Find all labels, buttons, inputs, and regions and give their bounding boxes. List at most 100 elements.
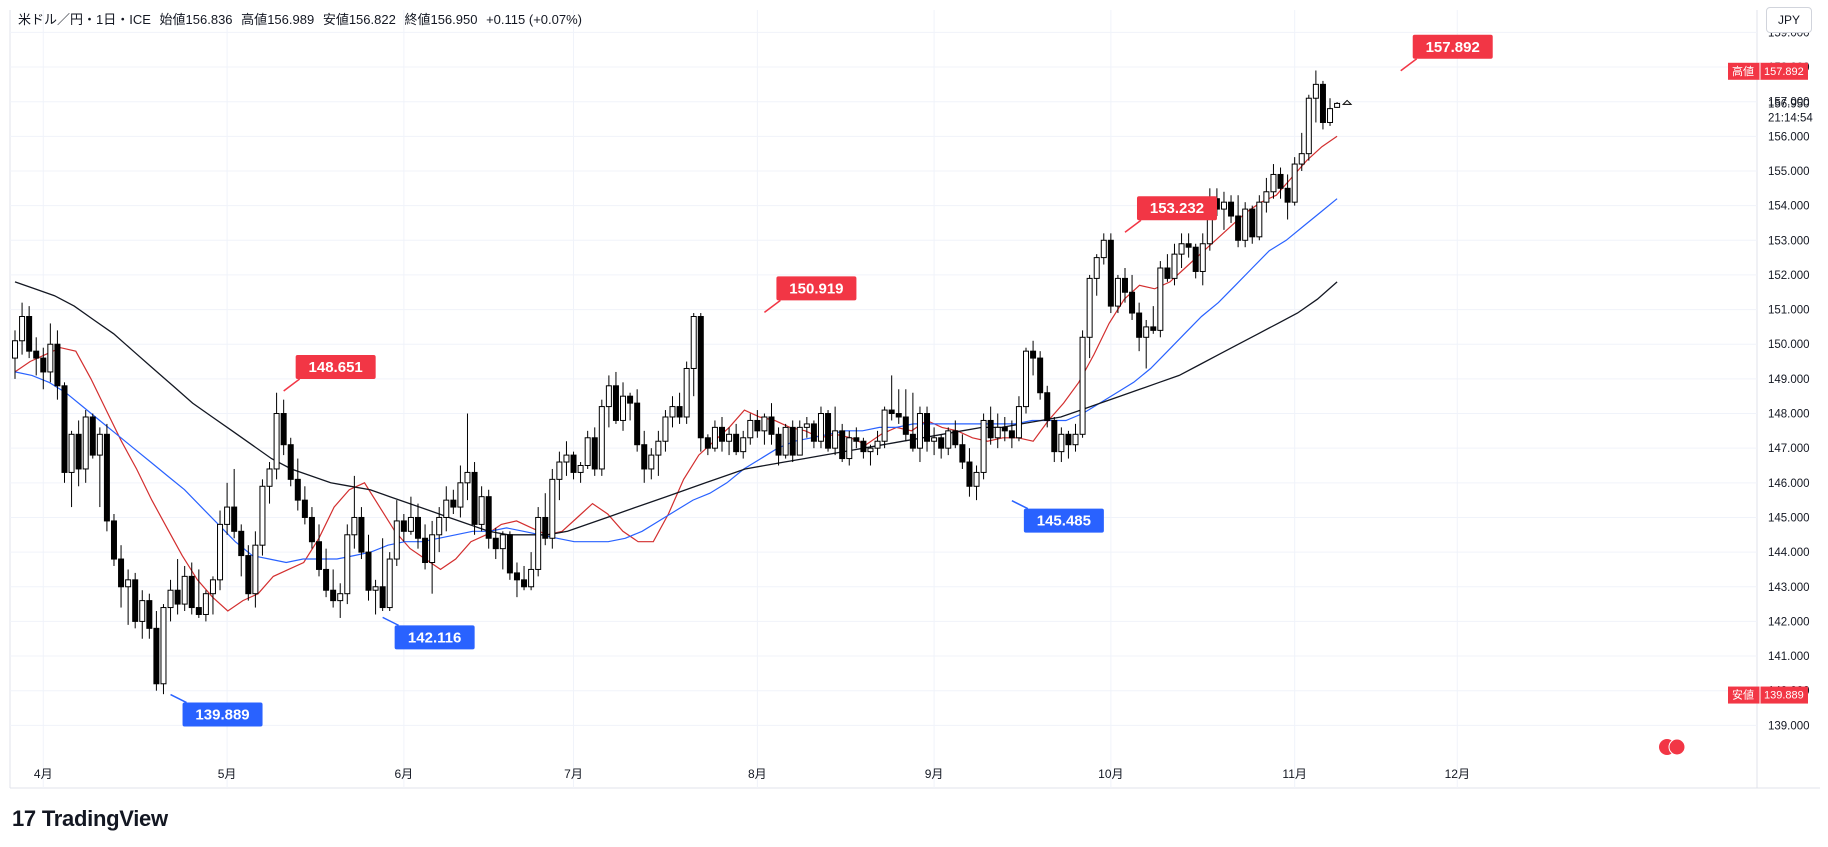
candle-down[interactable]: [938, 437, 945, 449]
candle-up[interactable]: [980, 419, 987, 473]
candle-down[interactable]: [987, 419, 994, 439]
candle-up[interactable]: [125, 579, 132, 588]
candle-up[interactable]: [47, 343, 54, 373]
candle-up[interactable]: [994, 426, 1001, 439]
candle-down[interactable]: [89, 416, 96, 456]
candle-down[interactable]: [1051, 419, 1058, 453]
candle-up[interactable]: [407, 516, 414, 532]
candle-down[interactable]: [174, 589, 181, 605]
candle-up[interactable]: [1256, 201, 1263, 238]
candle-up[interactable]: [1100, 239, 1107, 259]
candle-down[interactable]: [1284, 187, 1291, 203]
candle-up[interactable]: [711, 426, 718, 449]
symbol-name[interactable]: 米ドル／円・1日・ICE: [18, 12, 151, 27]
candle-up[interactable]: [167, 589, 174, 609]
candle-up[interactable]: [598, 406, 605, 470]
candle-up[interactable]: [1157, 267, 1164, 331]
candle-down[interactable]: [627, 395, 634, 404]
candle-up[interactable]: [740, 437, 747, 453]
candle-down[interactable]: [853, 437, 860, 442]
candle-down[interactable]: [231, 506, 238, 532]
candle-up[interactable]: [1171, 253, 1178, 279]
candle-up[interactable]: [386, 558, 393, 609]
candle-down[interactable]: [294, 478, 301, 501]
candle-up[interactable]: [19, 316, 26, 342]
candle-down[interactable]: [839, 430, 846, 460]
candle-up[interactable]: [1291, 163, 1298, 203]
candle-down[interactable]: [54, 343, 61, 387]
candle-down[interactable]: [513, 572, 520, 581]
candle-down[interactable]: [358, 516, 365, 553]
candle-up[interactable]: [160, 607, 167, 685]
candle-up[interactable]: [1305, 97, 1312, 155]
tradingview-logo[interactable]: 17 TradingView: [12, 806, 168, 832]
candle-up[interactable]: [874, 440, 881, 449]
candle-up[interactable]: [916, 413, 923, 449]
candle-down[interactable]: [1228, 201, 1235, 217]
candle-down[interactable]: [1192, 246, 1199, 272]
candle-down[interactable]: [789, 426, 796, 456]
candle-down[interactable]: [521, 579, 528, 588]
candle-up[interactable]: [1199, 243, 1206, 272]
low-callout-box[interactable]: [1023, 508, 1104, 533]
candle-down[interactable]: [195, 607, 202, 615]
candle-down[interactable]: [775, 433, 782, 456]
candle-down[interactable]: [641, 444, 648, 470]
candle-down[interactable]: [895, 413, 902, 418]
candle-up[interactable]: [945, 430, 952, 449]
alert-bell-icon[interactable]: [1341, 99, 1353, 105]
candle-up[interactable]: [846, 437, 853, 460]
candle-up[interactable]: [1086, 277, 1093, 338]
candle-down[interactable]: [287, 444, 294, 480]
candle-down[interactable]: [1065, 433, 1072, 446]
candle-up[interactable]: [1023, 350, 1030, 408]
candle-up[interactable]: [1312, 83, 1319, 99]
candle-down[interactable]: [365, 551, 372, 591]
us-event-flag-icon[interactable]: [1668, 738, 1686, 756]
candle-up[interactable]: [620, 395, 627, 421]
candle-down[interactable]: [146, 600, 153, 629]
candle-down[interactable]: [301, 499, 308, 518]
candle-down[interactable]: [153, 627, 160, 685]
candle-down[interactable]: [1235, 215, 1242, 241]
candle-up[interactable]: [443, 499, 450, 518]
candle-up[interactable]: [351, 516, 358, 536]
candle-down[interactable]: [888, 409, 895, 415]
candle-down[interactable]: [952, 430, 959, 446]
candle-down[interactable]: [26, 316, 33, 352]
candle-up[interactable]: [528, 568, 535, 588]
candle-up[interactable]: [1015, 406, 1022, 439]
candle-up[interactable]: [881, 409, 888, 442]
candle-up[interactable]: [217, 523, 224, 581]
candle-up[interactable]: [478, 496, 485, 525]
candle-up[interactable]: [1058, 433, 1065, 453]
candle-down[interactable]: [330, 589, 337, 602]
candle-up[interactable]: [252, 544, 259, 595]
candle-down[interactable]: [1185, 243, 1192, 248]
candle-down[interactable]: [245, 555, 252, 595]
candle-up[interactable]: [1334, 102, 1341, 108]
candle-down[interactable]: [1136, 312, 1143, 338]
candle-up[interactable]: [181, 575, 188, 605]
candle-down[interactable]: [280, 413, 287, 446]
candle-up[interactable]: [577, 464, 584, 473]
candle-down[interactable]: [1121, 277, 1128, 293]
candle-down[interactable]: [40, 357, 47, 373]
candle-down[interactable]: [697, 316, 704, 439]
candle-up[interactable]: [82, 416, 89, 470]
candle-up[interactable]: [1327, 108, 1334, 123]
candle-up[interactable]: [690, 316, 697, 369]
candle-down[interactable]: [61, 385, 68, 473]
high-callout-box[interactable]: [1136, 196, 1217, 221]
candle-down[interactable]: [422, 537, 429, 564]
candle-down[interactable]: [1030, 350, 1037, 359]
candle-up[interactable]: [464, 471, 471, 484]
candle-down[interactable]: [471, 471, 478, 525]
candle-up[interactable]: [931, 437, 938, 442]
candle-up[interactable]: [726, 433, 733, 442]
candle-up[interactable]: [457, 482, 464, 508]
candle-down[interactable]: [118, 558, 125, 588]
candle-up[interactable]: [266, 468, 273, 487]
high-callout-box[interactable]: [295, 354, 376, 379]
